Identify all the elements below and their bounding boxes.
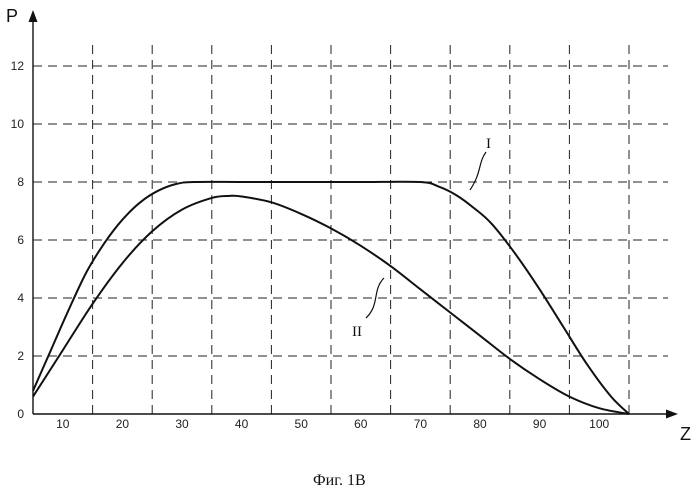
x-tick-label: 30: [175, 417, 189, 431]
x-tick-label: 100: [589, 417, 609, 431]
x-axis-label: Z: [680, 424, 691, 444]
x-tick-label: 20: [116, 417, 130, 431]
tick-labels: 0 2 4 6 8 10 12 10 20 30 40 50 60 70 80 90 100: [11, 59, 610, 431]
x-tick-label: 10: [56, 417, 70, 431]
x-tick-label: 50: [295, 417, 309, 431]
curve-annotations: I II: [352, 136, 491, 340]
x-axis-arrow: [666, 410, 678, 419]
y-tick-label: 12: [11, 59, 25, 73]
y-tick-label: 6: [17, 233, 24, 247]
axes: P Z: [6, 6, 691, 444]
curve-label-I: I: [486, 136, 491, 152]
y-tick-label: 8: [17, 175, 24, 189]
leader-line-I: [470, 152, 486, 190]
figure-caption: Фиг. 1B: [313, 472, 366, 489]
y-tick-label: 4: [17, 291, 24, 305]
y-tick-label: 2: [17, 349, 24, 363]
y-tick-label: 10: [11, 117, 25, 131]
x-tick-label: 80: [473, 417, 487, 431]
curve-label-II: II: [352, 324, 362, 340]
x-tick-label: 40: [235, 417, 249, 431]
y-tick-label: 0: [17, 407, 24, 421]
y-axis-label: P: [6, 6, 18, 26]
x-tick-label: 70: [414, 417, 428, 431]
y-axis-arrow: [29, 10, 38, 22]
x-tick-label: 90: [533, 417, 547, 431]
x-tick-label: 60: [354, 417, 368, 431]
grid: [33, 45, 668, 414]
